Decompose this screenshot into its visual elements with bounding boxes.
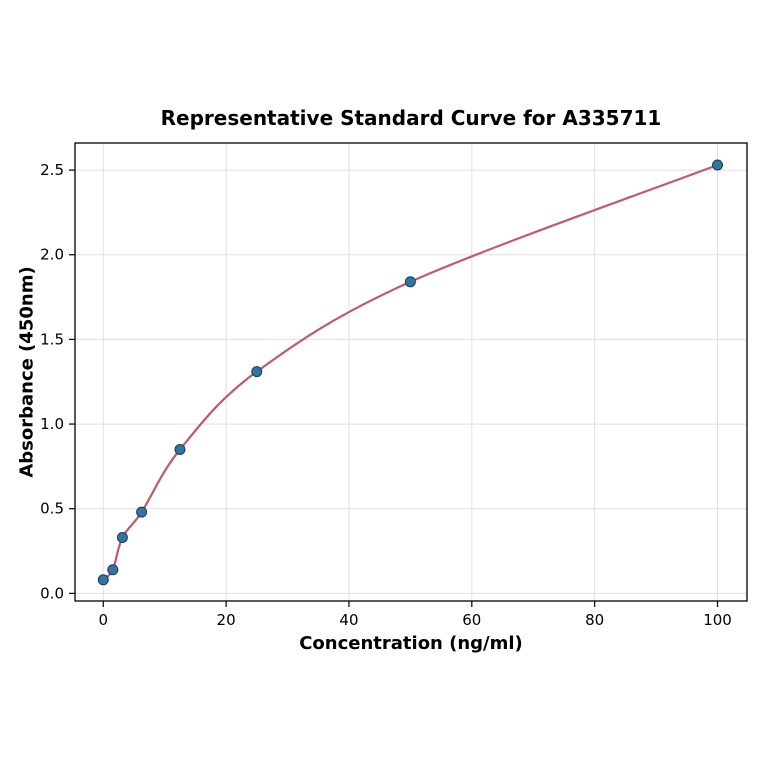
data-point <box>174 444 186 455</box>
x-axis-label: Concentration (ng/ml) <box>299 633 523 654</box>
data-point <box>97 574 109 586</box>
y-tick-label: 0.0 <box>40 584 64 602</box>
y-tick-label: 1.0 <box>40 415 64 433</box>
data-point <box>712 159 723 171</box>
x-tick-label: 60 <box>462 611 481 629</box>
x-tick-label: 20 <box>217 611 236 629</box>
data-point <box>107 564 119 576</box>
y-tick-label: 0.5 <box>40 500 64 518</box>
x-tick-label: 100 <box>703 611 732 629</box>
data-point <box>404 276 416 288</box>
data-point <box>136 506 148 518</box>
x-tick-label: 40 <box>339 611 358 629</box>
tick-labels: 0 20 40 60 80 100 0.0 0.5 1.0 1.5 2.0 2.5 <box>40 161 732 629</box>
x-tick-label: 0 <box>98 611 108 629</box>
y-tick-label: 2.0 <box>40 246 64 264</box>
data-point <box>251 366 263 378</box>
x-tick-label: 80 <box>585 611 604 629</box>
y-tick-label: 1.5 <box>40 330 64 348</box>
plot-border <box>74 142 748 602</box>
chart-title: Representative Standard Curve for A33571… <box>160 106 662 130</box>
data-point <box>116 532 128 543</box>
grid <box>75 143 747 601</box>
y-tick-label: 2.5 <box>40 161 64 179</box>
fit-curve <box>102 163 719 581</box>
data-points <box>97 159 723 586</box>
